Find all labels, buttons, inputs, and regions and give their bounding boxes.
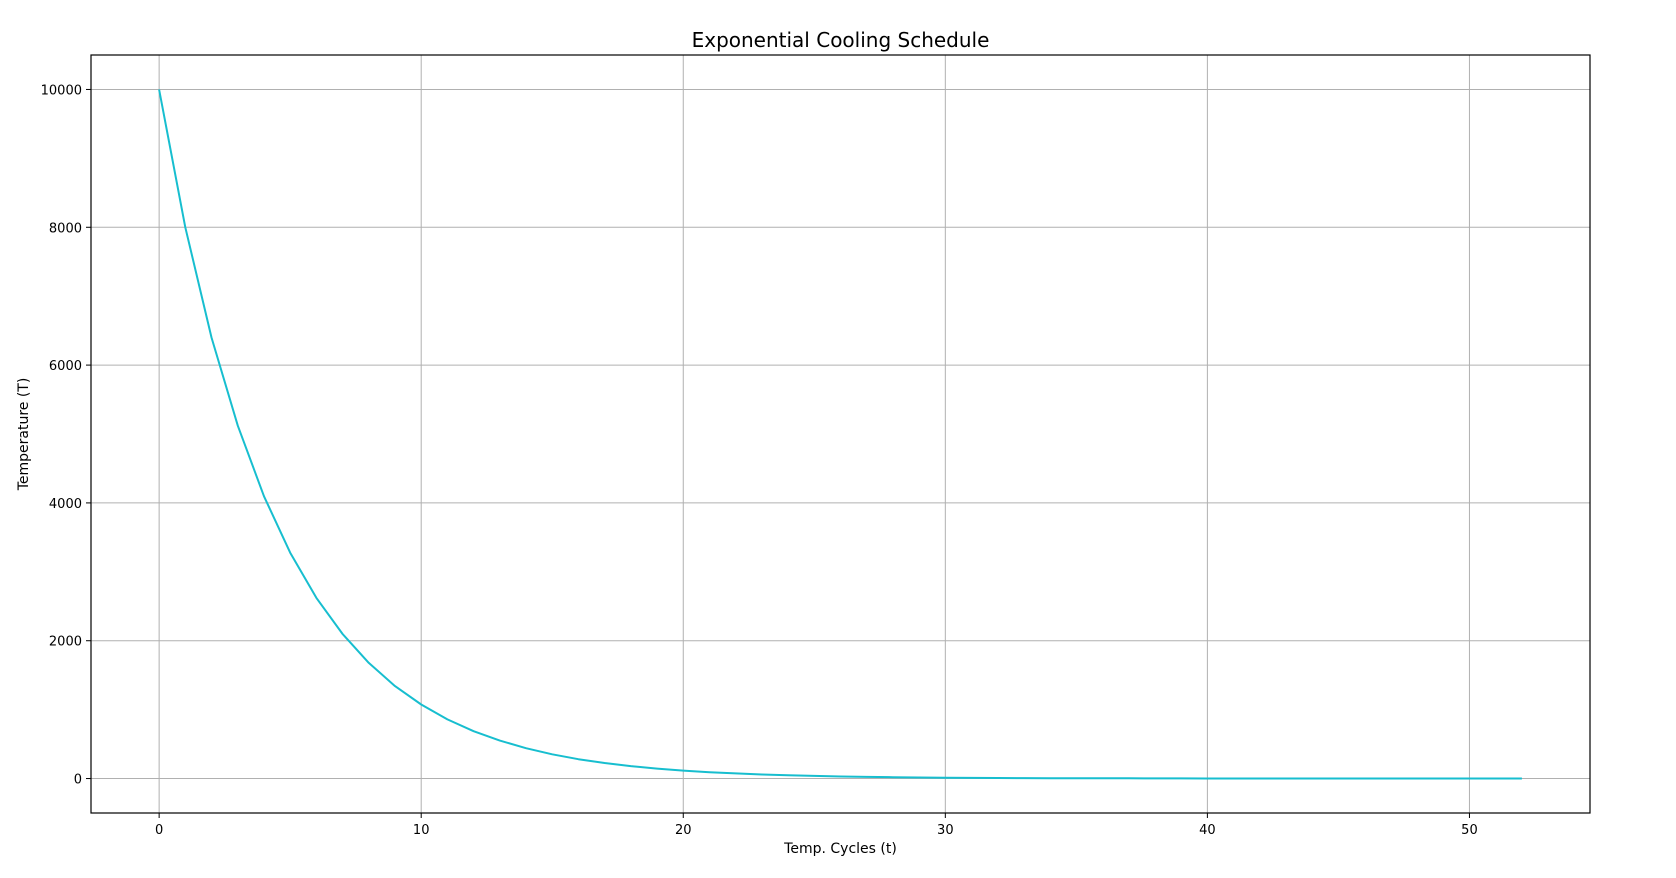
- chart-title: Exponential Cooling Schedule: [692, 28, 990, 52]
- x-tick-label: 40: [1199, 823, 1216, 838]
- x-tick-label: 10: [413, 823, 430, 838]
- y-tick-label: 4000: [49, 497, 82, 512]
- plot-frame: [90, 54, 1591, 814]
- x-axis-ticks: 0 10 20 30 40 50: [155, 813, 1478, 838]
- series-line: [158, 89, 1522, 780]
- y-tick-label: 2000: [49, 635, 82, 650]
- x-tick-label: 0: [155, 823, 163, 838]
- x-tick-label: 20: [675, 823, 692, 838]
- series-layer: [158, 89, 1522, 780]
- y-tick-label: 8000: [49, 221, 82, 236]
- y-axis-title: Temperature (T): [16, 378, 32, 492]
- y-tick-label: 10000: [41, 83, 82, 98]
- x-axis-title: Temp. Cycles (t): [783, 841, 897, 857]
- grid: [91, 55, 1590, 813]
- y-axis-ticks: 0 2000 4000 6000 8000 10000: [41, 83, 91, 788]
- y-tick-label: 6000: [49, 359, 82, 374]
- x-tick-label: 30: [937, 823, 954, 838]
- x-tick-label: 50: [1461, 823, 1478, 838]
- y-tick-label: 0: [74, 773, 82, 788]
